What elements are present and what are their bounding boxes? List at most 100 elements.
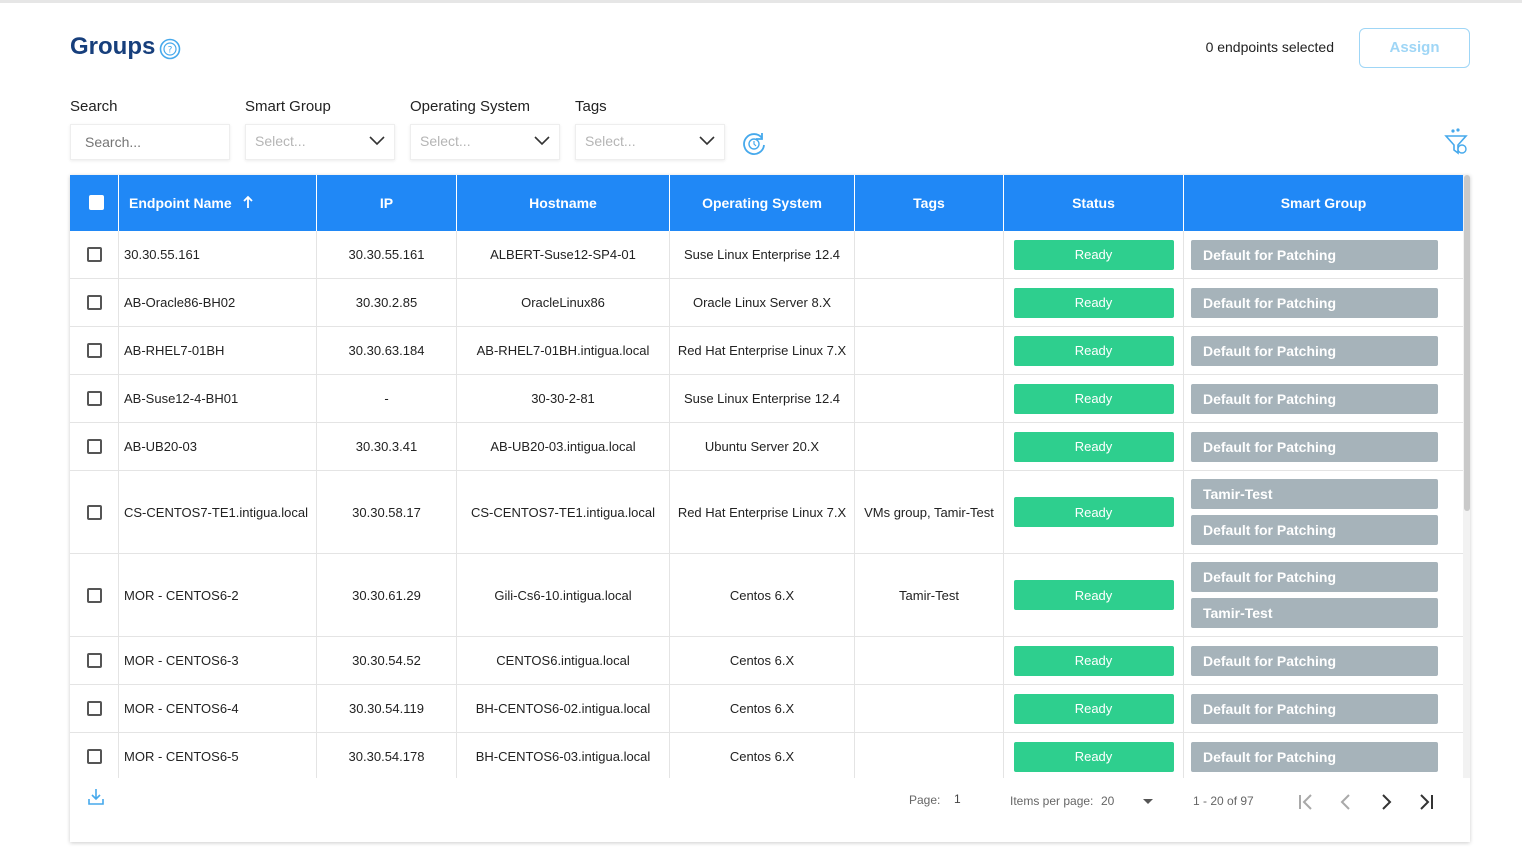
tags-cell [855,375,1004,422]
scroll-thumb[interactable] [1464,175,1470,511]
os-cell: Ubuntu Server 20.X [670,423,855,470]
prev-page-icon[interactable] [1336,792,1356,812]
ip-cell: 30.30.61.29 [317,554,457,636]
page-title: Groups [70,33,156,60]
status-badge: Ready [1013,645,1174,676]
smart-group-badge[interactable]: Default for Patching [1191,645,1438,676]
chevron-down-icon [699,136,715,146]
col-hostname[interactable]: Hostname [457,175,670,231]
page-number[interactable]: 1 [954,792,961,806]
name-cell: MOR - CENTOS6-4 [119,685,317,732]
smart-group-select[interactable]: Select... [245,124,395,160]
col-status[interactable]: Status [1004,175,1184,231]
status-badge: Ready [1013,693,1174,724]
download-icon[interactable] [87,787,105,807]
os-cell: Centos 6.X [670,554,855,636]
row-checkbox[interactable] [86,701,102,716]
hostname-cell: CENTOS6.intigua.local [457,637,670,684]
table-row[interactable]: AB-RHEL7-01BH 30.30.63.184 AB-RHEL7-01BH.i… [70,327,1463,375]
chevron-down-icon[interactable] [1142,798,1154,806]
row-checkbox-cell [70,231,119,278]
tags-cell: VMs group, Tamir-Test [855,471,1004,553]
hostname-cell: BH-CENTOS6-03.intigua.local [457,733,670,778]
col-tags[interactable]: Tags [855,175,1004,231]
row-checkbox-cell [70,375,119,422]
hostname-cell: AB-RHEL7-01BH.intigua.local [457,327,670,374]
table-row[interactable]: AB-Oracle86-BH02 30.30.2.85 OracleLinux86 O… [70,279,1463,327]
table-row[interactable]: AB-UB20-03 30.30.3.41 AB-UB20-03.intigua.l… [70,423,1463,471]
selected-count: 0 endpoints selected [1205,39,1334,55]
row-checkbox[interactable] [86,247,102,262]
col-operating-system[interactable]: Operating System [670,175,855,231]
status-badge: Ready [1013,287,1174,318]
table-row[interactable]: MOR - CENTOS6-2 30.30.61.29 Gili-Cs6-10.in… [70,554,1463,637]
row-checkbox[interactable] [86,391,102,406]
search-input[interactable] [70,124,230,160]
smart-group-badge[interactable]: Default for Patching [1191,562,1438,592]
next-page-icon[interactable] [1376,792,1396,812]
row-checkbox-cell [70,279,119,326]
last-page-icon[interactable] [1416,792,1436,812]
smart-group-badge[interactable]: Default for Patching [1191,741,1438,772]
table-row[interactable]: AB-Suse12-4-BH01-30-30-2-81 Suse Linux En… [70,375,1463,423]
os-cell: Red Hat Enterprise Linux 7.X [670,471,855,553]
status-badge: Ready [1013,741,1174,772]
row-checkbox[interactable] [86,653,102,668]
table-row[interactable]: MOR - CENTOS6-4 30.30.54.119 BH-CENTOS6-02… [70,685,1463,733]
items-per-page-label: Items per page: [1010,794,1094,808]
row-checkbox-cell [70,685,119,732]
smart-group-cell: Default for Patching [1184,733,1463,778]
assign-button[interactable]: Assign [1359,28,1470,68]
os-select[interactable]: Select... [410,124,560,160]
status-cell: Ready [1004,637,1184,684]
row-checkbox[interactable] [86,587,102,603]
tags-value: Select... [585,133,636,149]
smart-group-badge[interactable]: Default for Patching [1191,431,1438,462]
smart-group-badge[interactable]: Default for Patching [1191,335,1438,366]
status-cell: Ready [1004,471,1184,553]
select-all-checkbox[interactable] [89,195,104,210]
help-icon[interactable]: ? [159,38,181,60]
row-checkbox[interactable] [86,504,102,520]
hostname-cell: Gili-Cs6-10.intigua.local [457,554,670,636]
row-checkbox[interactable] [86,295,102,310]
col-ip[interactable]: IP [317,175,457,231]
search-label: Search [70,98,118,115]
status-cell: Ready [1004,423,1184,470]
tags-cell: Tamir-Test [855,554,1004,636]
table-row[interactable]: CS-CENTOS7-TE1.intigua.local 30.30.58.17 C… [70,471,1463,554]
status-cell: Ready [1004,231,1184,278]
filter-icon[interactable] [1444,128,1468,156]
first-page-icon[interactable] [1296,792,1316,812]
smart-group-badge[interactable]: Default for Patching [1191,239,1438,270]
name-cell: MOR - CENTOS6-2 [119,554,317,636]
tags-cell [855,279,1004,326]
table-scrollbar[interactable] [1463,175,1470,778]
smart-group-badge[interactable]: Default for Patching [1191,515,1438,545]
table-row[interactable]: MOR - CENTOS6-3 30.30.54.52 CENTOS6.intigu… [70,637,1463,685]
name-cell: MOR - CENTOS6-5 [119,733,317,778]
smart-group-badge[interactable]: Tamir-Test [1191,598,1438,628]
smart-group-badge[interactable]: Tamir-Test [1191,479,1438,509]
refresh-icon[interactable] [741,130,768,157]
row-checkbox[interactable] [86,439,102,454]
ip-cell: 30.30.58.17 [317,471,457,553]
smart-group-badge[interactable]: Default for Patching [1191,693,1438,724]
os-value: Select... [420,133,471,149]
status-cell: Ready [1004,327,1184,374]
items-per-page-value[interactable]: 20 [1101,794,1115,808]
row-checkbox[interactable] [86,343,102,358]
page-range: 1 - 20 of 97 [1193,794,1254,808]
table-row[interactable]: MOR - CENTOS6-5 30.30.54.178 BH-CENTOS6-03… [70,733,1463,778]
row-checkbox[interactable] [86,749,102,764]
smart-group-badge[interactable]: Default for Patching [1191,383,1438,414]
tags-select[interactable]: Select... [575,124,725,160]
sort-arrow-up-icon [242,195,253,208]
col-endpoint-name[interactable]: Endpoint Name [119,175,317,231]
col-smart-group[interactable]: Smart Group [1280,195,1367,211]
status-badge: Ready [1013,383,1174,414]
table-body: 30.30.55.161 30.30.55.161 ALBERT-Suse12-SP… [70,231,1463,778]
table-row[interactable]: 30.30.55.161 30.30.55.161 ALBERT-Suse12-SP… [70,231,1463,279]
os-cell: Red Hat Enterprise Linux 7.X [670,327,855,374]
smart-group-badge[interactable]: Default for Patching [1191,287,1438,318]
